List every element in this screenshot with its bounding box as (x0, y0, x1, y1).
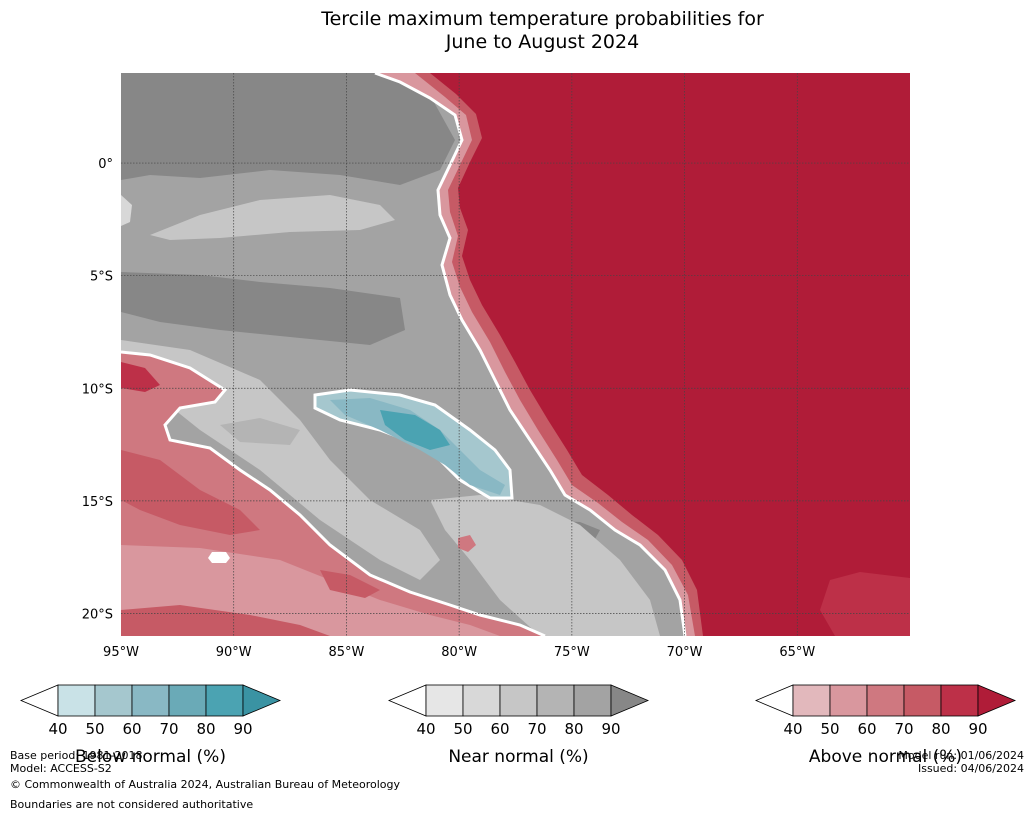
legend-1-segment-2 (499, 684, 538, 717)
legend-1-tick-4: 80 (564, 720, 583, 738)
lon-tick-label-4: 75°W (554, 645, 590, 660)
lon-tick-label-0: 95°W (103, 645, 139, 660)
legend-2-segment-1 (829, 684, 868, 717)
legend-0-segment-0 (57, 684, 96, 717)
legend-1-segment-3 (536, 684, 575, 717)
legend-0-tick-3: 70 (159, 720, 178, 738)
lon-tick-label-5: 70°W (667, 645, 703, 660)
map-title-line1: Tercile maximum temperature probabilitie… (321, 8, 764, 30)
legend-2-title: Above normal (%) (809, 747, 962, 767)
legend-1-title: Near normal (%) (448, 747, 588, 767)
near-normal-50-patch-edge (121, 195, 132, 226)
map-title: Tercile maximum temperature probabilitie… (0, 8, 1035, 54)
above-normal-40-contour-east (374, 73, 687, 636)
above-normal-90-region-east (430, 73, 910, 636)
legend-2-segment-3 (903, 684, 942, 717)
near-normal-60-patch-southeast (430, 495, 660, 636)
lat-tick-label-3: 15°S (82, 495, 113, 510)
near-normal-70-patch (220, 418, 300, 445)
legend-2-tick-3: 70 (894, 720, 913, 738)
legend-2-tick-5: 90 (968, 720, 987, 738)
below-normal-60-region (330, 398, 505, 495)
lat-tick-label-2: 10°S (82, 382, 113, 397)
footer-base-period: Base period: 1981-2018 (10, 749, 143, 762)
legend-0-over-tip (242, 684, 282, 717)
legend-2-tick-4: 80 (931, 720, 950, 738)
below-40-hole (208, 552, 230, 563)
legend-1-segment-4 (573, 684, 612, 717)
legend-1-tick-5: 90 (601, 720, 620, 738)
legend-1-tick-0: 40 (416, 720, 435, 738)
near-normal-60-patch-west (150, 195, 395, 240)
legend-2-tick-2: 60 (857, 720, 876, 738)
legend-1-tick-2: 60 (490, 720, 509, 738)
map-plot-area (121, 73, 910, 636)
legend-1: 40 50 60 70 80 90 Near normal (%) (387, 684, 650, 767)
longitude-tick-labels: 95°W 90°W 85°W 80°W 75°W 70°W 65°W (103, 645, 815, 660)
legend-0-tick-0: 40 (48, 720, 67, 738)
footer-model: Model: ACCESS-S2 (10, 762, 112, 775)
lat-tick-label-1: 5°S (90, 270, 113, 285)
footer-model-run: Model run: 01/06/2024 (898, 749, 1024, 762)
near-normal-90-band-central (121, 272, 405, 345)
legend-2-under-tip (754, 684, 794, 717)
legend-2-segment-0 (792, 684, 831, 717)
legend-1-segment-1 (462, 684, 501, 717)
footer-copyright: © Commonwealth of Australia 2024, Austra… (10, 778, 400, 791)
legend-2-over-tip (977, 684, 1017, 717)
legend-2-tick-0: 40 (783, 720, 802, 738)
lat-tick-label-4: 20°S (82, 607, 113, 622)
legend-0-tick-4: 80 (196, 720, 215, 738)
map-gridlines (121, 73, 910, 636)
above-normal-70-patch-b (121, 450, 260, 535)
lon-tick-label-2: 85°W (328, 645, 364, 660)
legend-1-tick-3: 70 (527, 720, 546, 738)
map-title-line2: June to August 2024 (445, 31, 640, 53)
legend-0: 40 50 60 70 80 90 Below normal (%) (19, 684, 282, 767)
near-normal-90-band-north (121, 73, 455, 185)
legend-0-segment-1 (94, 684, 133, 717)
above-normal-70-patch-inland (458, 535, 476, 552)
legend-2-tick-1: 50 (820, 720, 839, 738)
footer-boundaries: Boundaries are not considered authoritat… (10, 798, 254, 811)
legend-0-tick-1: 50 (85, 720, 104, 738)
legend-1-segment-0 (425, 684, 464, 717)
above-normal-80-patch-southeast (820, 572, 910, 636)
legend-0-tick-5: 90 (233, 720, 252, 738)
above-normal-70-patch-c (320, 570, 380, 598)
legend-1-over-tip (610, 684, 650, 717)
lon-tick-label-1: 90°W (216, 645, 252, 660)
lat-tick-label-0: 0° (98, 157, 113, 172)
legend-0-segment-3 (168, 684, 207, 717)
footer-issued: Issued: 04/06/2024 (917, 762, 1024, 775)
legend-2-segment-4 (940, 684, 979, 717)
above-normal-80-patch-a (121, 362, 160, 392)
above-normal-70-patch-south (121, 605, 330, 636)
latitude-tick-labels: 0° 5°S 10°S 15°S 20°S (82, 157, 113, 622)
lon-tick-label-3: 80°W (441, 645, 477, 660)
legend-0-tick-2: 60 (122, 720, 141, 738)
below-normal-80-core (380, 410, 450, 450)
lon-tick-label-6: 65°W (779, 645, 815, 660)
legend-2-segment-2 (866, 684, 905, 717)
legend-2: 40 50 60 70 80 90 Above normal (%) (754, 684, 1017, 767)
legend-1-tick-1: 50 (453, 720, 472, 738)
above-normal-40-contour-west (121, 350, 546, 636)
colour-legends: 40 50 60 70 80 90 Below normal (%) 40 50 60 70 80 90… (19, 684, 1017, 767)
legend-0-segment-2 (131, 684, 170, 717)
legend-0-segment-4 (205, 684, 244, 717)
legend-1-under-tip (387, 684, 427, 717)
legend-0-title: Below normal (%) (75, 747, 226, 767)
legend-0-under-tip (19, 684, 59, 717)
